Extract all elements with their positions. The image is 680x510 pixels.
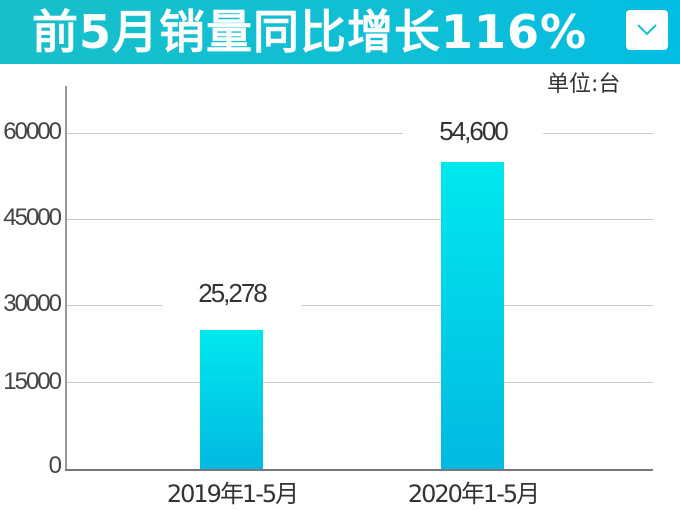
bar-value-label: 25,278	[162, 278, 302, 308]
y-tick-label: 60000	[3, 118, 62, 145]
unit-label: 单位:台	[547, 72, 621, 97]
bar-value-label: 54,600	[403, 116, 543, 146]
y-tick-label: 0	[48, 452, 62, 479]
x-axis	[65, 469, 653, 471]
y-tick-label: 15000	[3, 368, 62, 395]
dropdown-button[interactable]	[626, 10, 668, 50]
y-axis	[65, 86, 67, 470]
gridline-45000	[67, 219, 653, 220]
chevron-down-icon	[637, 24, 657, 36]
gridline-15000	[67, 382, 653, 383]
bar-2020	[441, 162, 504, 469]
x-category-label: 2019年1-5月	[166, 480, 299, 508]
title-banner: 前5月销量同比增长116%	[0, 0, 680, 64]
gridline-60000	[67, 133, 653, 134]
y-tick-label: 45000	[3, 204, 62, 231]
x-category-label: 2020年1-5月	[407, 480, 540, 508]
gridline-30000	[67, 305, 653, 306]
y-tick-label: 30000	[3, 290, 62, 317]
chart-title: 前5月销量同比增长116%	[32, 5, 588, 59]
bar-2019	[200, 330, 263, 469]
